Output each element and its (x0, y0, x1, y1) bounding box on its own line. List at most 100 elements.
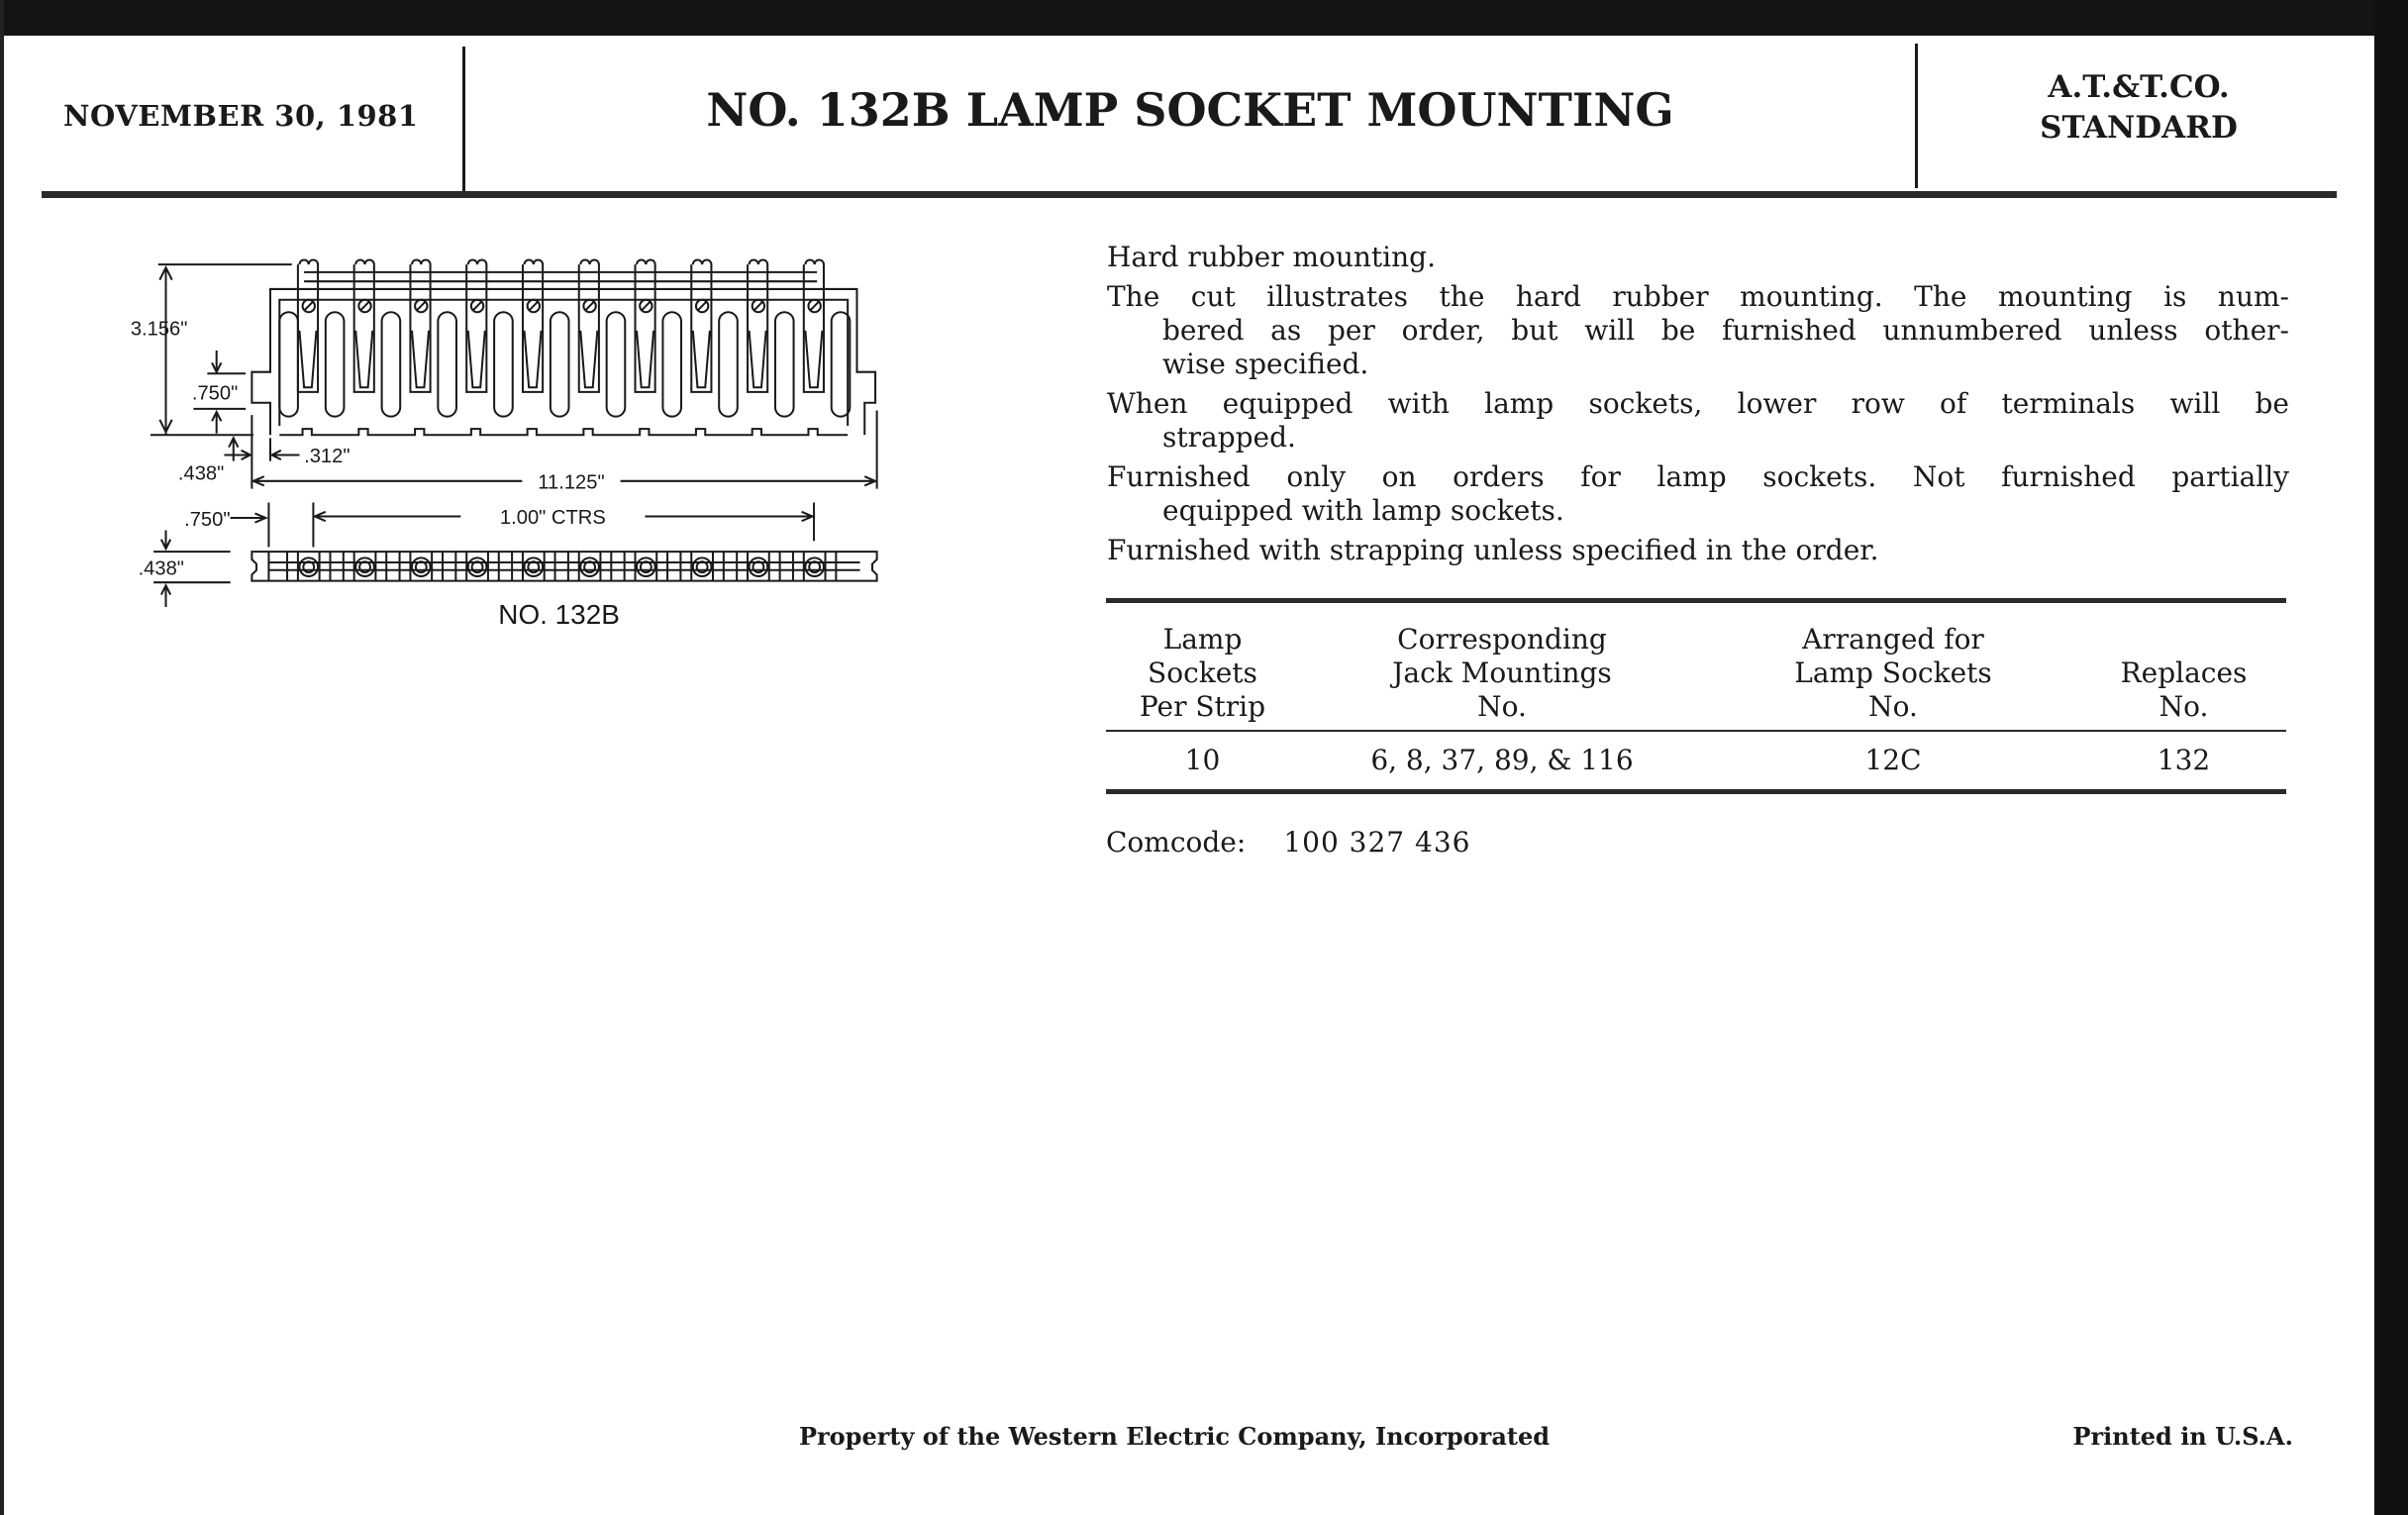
table-header-cell: Replaces No. (2081, 656, 2286, 724)
lamp-terminal (634, 258, 656, 393)
dimension-750-lower-label: .750" (184, 509, 230, 531)
arrow-icon (230, 512, 268, 524)
description-line: The cut illustrates the hard rubber moun… (1107, 280, 2289, 313)
header-text: Sockets (1148, 656, 1257, 689)
comcode-value: 100 327 436 (1283, 826, 1471, 858)
header-text: Per Strip (1139, 690, 1266, 723)
lamp-terminal (747, 258, 769, 393)
table-cell: 12C (1864, 744, 1922, 776)
table-bottom-rule (1106, 789, 2286, 794)
socket-hole (623, 552, 669, 581)
standard-line-1: A.T.&T.CO. (2048, 69, 2230, 105)
socket-hole (511, 552, 556, 581)
description-line: When equipped with lamp sockets, lower r… (1107, 387, 2289, 420)
lamp-terminal (296, 258, 320, 393)
description-line: Furnished with strapping unless specifie… (1107, 534, 1879, 566)
mounting-front-view (251, 287, 877, 436)
dimension-750-label: .750" (192, 383, 238, 405)
standard-label: A.T.&T.CO. STANDARD (1921, 67, 2357, 149)
description-paragraph: Furnished with strapping unless specifie… (1107, 534, 2289, 567)
header-rule (42, 191, 2337, 198)
scan-border-left (0, 0, 4, 1515)
slot (605, 311, 627, 418)
dimension-438-lower-label: .438" (139, 557, 184, 579)
header-text: Corresponding (1397, 623, 1607, 656)
table-row: 10 6, 8, 37, 89, & 116 12C 132 (1106, 732, 2286, 789)
socket-hole (342, 552, 388, 581)
header-divider (462, 47, 465, 192)
drawing-caption: NO. 132B (498, 599, 620, 630)
table-header-cell: Lamp Sockets Per Strip (1106, 623, 1299, 724)
table-top-rule (1106, 598, 2286, 603)
table-header: Lamp Sockets Per Strip Corresponding Jack Mo… (1106, 603, 2286, 730)
socket-hole (454, 552, 500, 581)
header-text: Arranged for (1802, 623, 1984, 656)
arrow-icon (159, 530, 172, 607)
header-text: No. (1868, 690, 1918, 723)
footer-printed: Printed in U.S.A. (2072, 1422, 2293, 1451)
socket-hole (679, 552, 725, 581)
table-cell: 10 (1184, 744, 1221, 776)
page-title: NO. 132B LAMP SOCKET MOUNTING (706, 83, 1674, 137)
header-text: Jack Mountings (1392, 656, 1612, 689)
slot (830, 311, 852, 418)
dimension-height-label: 3.156" (131, 318, 188, 340)
dimension-line (312, 510, 816, 523)
slot (278, 311, 299, 418)
lamp-terminal (577, 258, 600, 393)
socket-hole (286, 552, 332, 581)
description-paragraph: When equipped with lamp sockets, lower r… (1107, 387, 2289, 454)
lamp-terminal (409, 258, 432, 393)
slot (718, 311, 739, 418)
description-line: equipped with lamp sockets. (1162, 494, 1564, 527)
table-cell: 6, 8, 37, 89, & 116 (1370, 744, 1634, 776)
header-divider (1915, 44, 1918, 188)
slot (324, 311, 346, 418)
mounting-bottom-teeth (279, 428, 849, 437)
document-date: NOVEMBER 30, 1981 (63, 99, 419, 133)
socket-hole (736, 552, 781, 581)
dimension-line (251, 475, 878, 487)
scan-border-top (0, 0, 2408, 36)
arrow-icon (224, 449, 300, 461)
description-line: strapped. (1162, 421, 1296, 454)
dimension-438-label: .438" (178, 462, 224, 484)
table-header-cell: Corresponding Jack Mountings No. (1299, 623, 1705, 724)
description-paragraph: Hard rubber mounting. (1107, 241, 2289, 274)
header-text: Replaces (2120, 656, 2248, 689)
specification-table: Lamp Sockets Per Strip Corresponding Jack Mo… (1106, 598, 2286, 794)
table-header-cell: Arranged for Lamp Sockets No. (1705, 623, 2081, 724)
lamp-terminal (465, 258, 488, 393)
dimension-ctrs-label: 1.00" CTRS (500, 507, 606, 529)
arrow-icon (158, 264, 173, 435)
mounting-top-view (251, 551, 878, 582)
description: Hard rubber mounting. The cut illustrates… (1107, 241, 2289, 573)
footer-property: Property of the Western Electric Company… (798, 1422, 1551, 1451)
lamp-terminal (802, 258, 825, 393)
socket-hole (566, 552, 613, 581)
socket-hole (791, 552, 838, 581)
comcode: Comcode: 100 327 436 (1106, 826, 1470, 858)
socket-hole (398, 552, 445, 581)
description-line: wise specified. (1162, 348, 1369, 380)
header-text: No. (1477, 690, 1527, 723)
slot (380, 311, 402, 418)
table-cell: 132 (2157, 744, 2211, 776)
dimension-length-label: 11.125" (538, 472, 604, 494)
comcode-label: Comcode: (1106, 826, 1247, 858)
slot (661, 311, 683, 418)
lamp-terminal (352, 258, 375, 393)
lamp-terminal (690, 258, 713, 393)
arrow-icon (211, 350, 240, 461)
table-header-rule (1106, 730, 2286, 732)
description-paragraph: The cut illustrates the hard rubber moun… (1107, 280, 2289, 381)
header-text: Lamp Sockets (1794, 656, 1992, 689)
header-text: Lamp (1162, 623, 1243, 656)
description-line: Hard rubber mounting. (1107, 241, 1436, 273)
scan-border-right (2374, 0, 2408, 1515)
description-line: bered as per order, but will be furnishe… (1162, 314, 2289, 347)
lamp-terminal (521, 258, 545, 393)
slot (549, 311, 570, 418)
slot (437, 311, 457, 418)
